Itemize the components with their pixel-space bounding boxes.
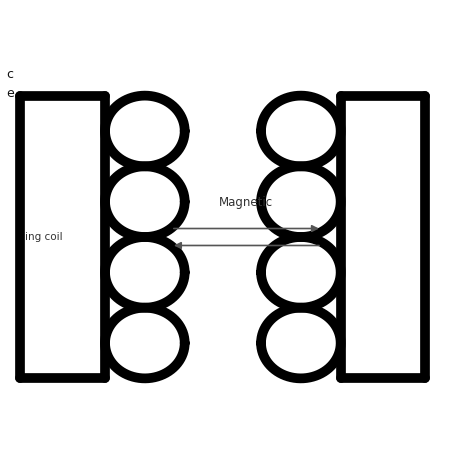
Text: Magnetic: Magnetic [219,196,273,209]
Text: e: e [6,87,14,100]
Text: ing coil: ing coil [25,232,63,242]
Text: c: c [6,68,13,81]
